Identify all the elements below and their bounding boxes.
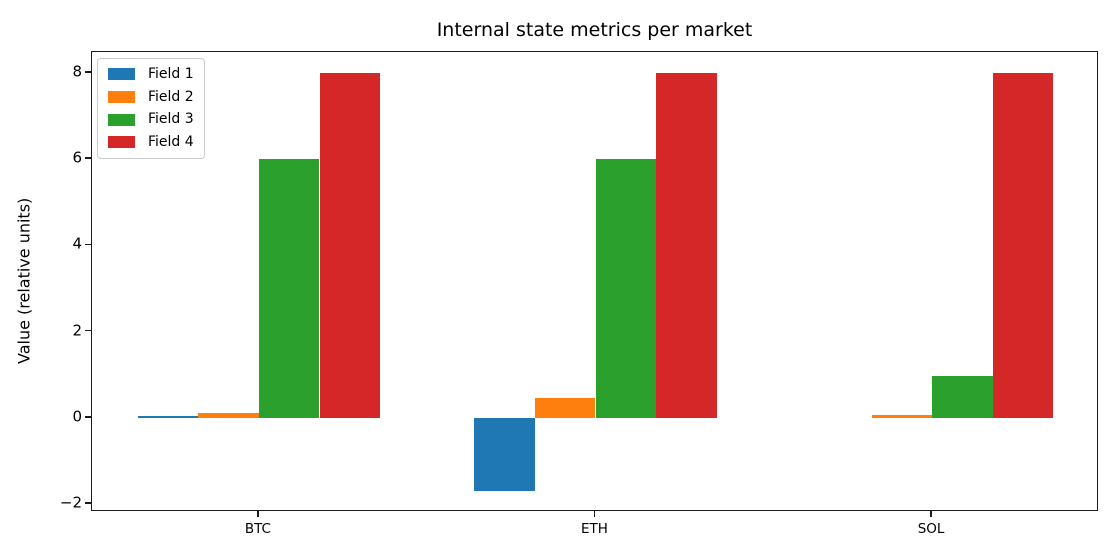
bar-field-3-btc — [258, 159, 320, 418]
chart-title: Internal state metrics per market — [436, 19, 753, 41]
y-tick-label: 8 — [72, 62, 82, 81]
bar-field-1-eth — [474, 417, 535, 492]
bar-field-4-sol — [992, 72, 1054, 418]
bar-field-4-eth — [656, 72, 717, 418]
legend-swatch-icon — [108, 136, 135, 149]
x-tick-mark — [930, 511, 932, 517]
y-tick-label: 2 — [72, 321, 82, 340]
bar-field-3-sol — [932, 375, 993, 418]
bar-field-1-btc — [137, 415, 199, 418]
y-tick-mark — [85, 243, 91, 246]
y-tick-mark — [85, 416, 91, 418]
x-tick-label-eth: ETH — [581, 521, 608, 537]
bar-field-3-eth — [595, 159, 657, 418]
x-tick-mark — [593, 511, 596, 517]
x-tick-mark — [257, 511, 259, 517]
legend-label: Field 1 — [148, 66, 194, 82]
legend-label: Field 2 — [148, 88, 194, 105]
legend-entry-field-2: Field 2 — [108, 88, 194, 105]
y-tick-mark — [85, 71, 91, 73]
legend-label: Field 3 — [148, 111, 194, 128]
legend-swatch-icon — [108, 91, 135, 104]
legend: Field 1 Field 2 Field 3 Field 4 — [97, 58, 205, 159]
x-tick-label-sol: SOL — [917, 521, 945, 537]
bar-field-2-btc — [198, 412, 259, 418]
y-tick-mark — [85, 157, 91, 159]
legend-entry-field-3: Field 3 — [108, 112, 194, 127]
bar-field-2-sol — [871, 415, 933, 418]
y-tick-label: 4 — [72, 235, 82, 254]
plot-area: Field 1 Field 2 Field 3 Field 4 — [91, 51, 1098, 511]
bar-field-2-eth — [534, 397, 596, 418]
legend-swatch-icon — [108, 113, 135, 126]
y-tick-label: 6 — [72, 148, 82, 167]
x-tick-label-btc: BTC — [244, 521, 271, 537]
legend-label: Field 4 — [148, 134, 194, 151]
y-tick-label: 0 — [72, 407, 82, 426]
y-axis-label: Value (relative units) — [14, 197, 34, 365]
legend-swatch-icon — [108, 68, 135, 81]
legend-entry-field-4: Field 4 — [108, 135, 194, 150]
y-tick-label: −2 — [59, 493, 82, 512]
bar-field-4-btc — [319, 72, 381, 418]
y-tick-mark — [85, 502, 91, 504]
legend-entry-field-1: Field 1 — [108, 67, 194, 82]
y-tick-mark — [85, 329, 91, 332]
